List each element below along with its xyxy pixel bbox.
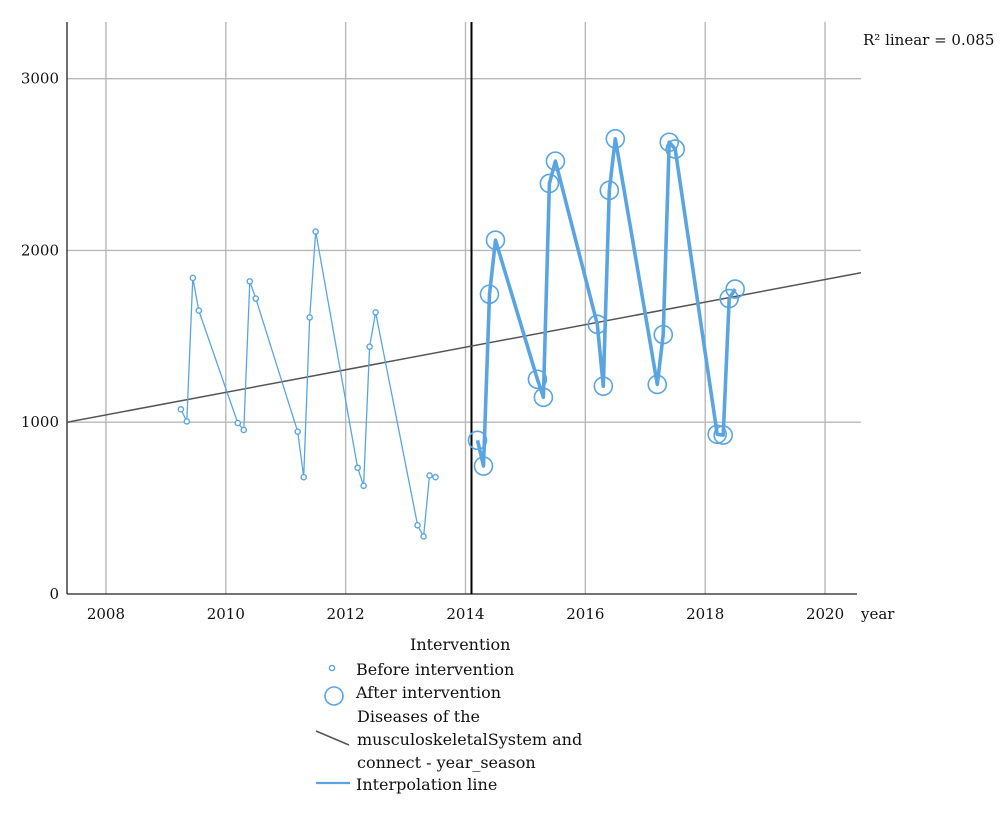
point-before-intervention bbox=[420, 533, 427, 540]
point-after-intervention bbox=[473, 456, 494, 476]
point-before-intervention bbox=[195, 307, 203, 314]
point-after-intervention bbox=[665, 139, 686, 159]
point-before-intervention bbox=[312, 228, 319, 235]
point-before-intervention bbox=[306, 314, 313, 321]
point-after-intervention bbox=[479, 284, 500, 305]
tick-labels: 2008 2010 2012 2014 2016 2018 2020 0 1000 2000 300… bbox=[21, 70, 844, 623]
x-tick-label: 2014 bbox=[446, 605, 484, 623]
point-before-intervention bbox=[294, 428, 302, 435]
point-after-intervention bbox=[725, 279, 745, 299]
point-after-intervention bbox=[647, 374, 668, 395]
point-before-intervention bbox=[177, 406, 185, 413]
point-before-intervention bbox=[354, 464, 361, 472]
r2-label: R² linear = 0.085 bbox=[863, 31, 994, 49]
x-axis-label: year bbox=[860, 605, 895, 623]
legend-fit-marker bbox=[315, 730, 350, 746]
legend-interp-label: Interpolation line bbox=[356, 775, 497, 794]
x-tick-label: 2012 bbox=[327, 605, 365, 623]
point-before-intervention bbox=[426, 472, 433, 479]
x-tick-label: 2008 bbox=[87, 605, 125, 623]
legend-fit-label-3: connect - year_season bbox=[357, 753, 536, 772]
point-before-intervention bbox=[240, 426, 248, 434]
point-before-intervention bbox=[432, 473, 439, 481]
interpolation-line-after bbox=[475, 137, 737, 468]
point-after-intervention bbox=[653, 324, 674, 345]
legend-title: Intervention bbox=[410, 635, 510, 654]
data-points bbox=[177, 129, 745, 540]
legend-fit-label-2: musculoskeletalSystem and bbox=[357, 730, 582, 749]
y-tick-label: 2000 bbox=[21, 241, 59, 259]
legend: Intervention Before intervention After i… bbox=[315, 635, 582, 794]
point-before-intervention bbox=[246, 278, 254, 285]
point-after-intervention bbox=[533, 387, 554, 408]
axes bbox=[66, 22, 857, 595]
grid bbox=[67, 22, 861, 594]
x-tick-label: 2020 bbox=[806, 605, 844, 623]
point-after-intervention bbox=[659, 132, 680, 153]
legend-before-marker bbox=[328, 664, 336, 672]
point-after-intervention bbox=[599, 180, 620, 201]
point-after-intervention bbox=[545, 151, 566, 171]
point-after-intervention bbox=[713, 425, 733, 445]
point-after-intervention bbox=[527, 369, 548, 390]
point-before-intervention bbox=[366, 343, 373, 350]
point-after-intervention bbox=[587, 314, 608, 335]
legend-after-label: After intervention bbox=[355, 683, 501, 702]
point-before-intervention bbox=[360, 482, 367, 490]
point-after-intervention bbox=[467, 430, 488, 451]
x-tick-label: 2018 bbox=[686, 605, 724, 623]
point-before-intervention bbox=[183, 418, 191, 425]
point-before-intervention bbox=[414, 521, 421, 529]
interpolation-lines bbox=[180, 137, 737, 538]
point-before-intervention bbox=[252, 295, 260, 302]
y-tick-label: 1000 bbox=[21, 413, 59, 431]
point-after-intervention bbox=[707, 424, 727, 445]
point-after-intervention bbox=[605, 129, 626, 149]
point-after-intervention bbox=[719, 288, 739, 309]
x-tick-label: 2010 bbox=[207, 605, 245, 623]
point-before-intervention bbox=[234, 419, 242, 427]
legend-before-label: Before intervention bbox=[356, 660, 514, 679]
y-tick-label: 0 bbox=[49, 585, 59, 603]
x-tick-label: 2016 bbox=[566, 605, 604, 623]
point-after-intervention bbox=[593, 376, 614, 396]
y-tick-label: 3000 bbox=[21, 70, 59, 88]
point-before-intervention bbox=[300, 473, 308, 481]
point-after-intervention bbox=[539, 173, 560, 194]
legend-fit-label-1: Diseases of the bbox=[357, 707, 480, 726]
legend-after-marker bbox=[324, 686, 344, 706]
point-before-intervention bbox=[189, 274, 197, 282]
point-after-intervention bbox=[485, 230, 506, 250]
interpolation-line-before bbox=[180, 230, 436, 538]
point-before-intervention bbox=[372, 308, 379, 316]
